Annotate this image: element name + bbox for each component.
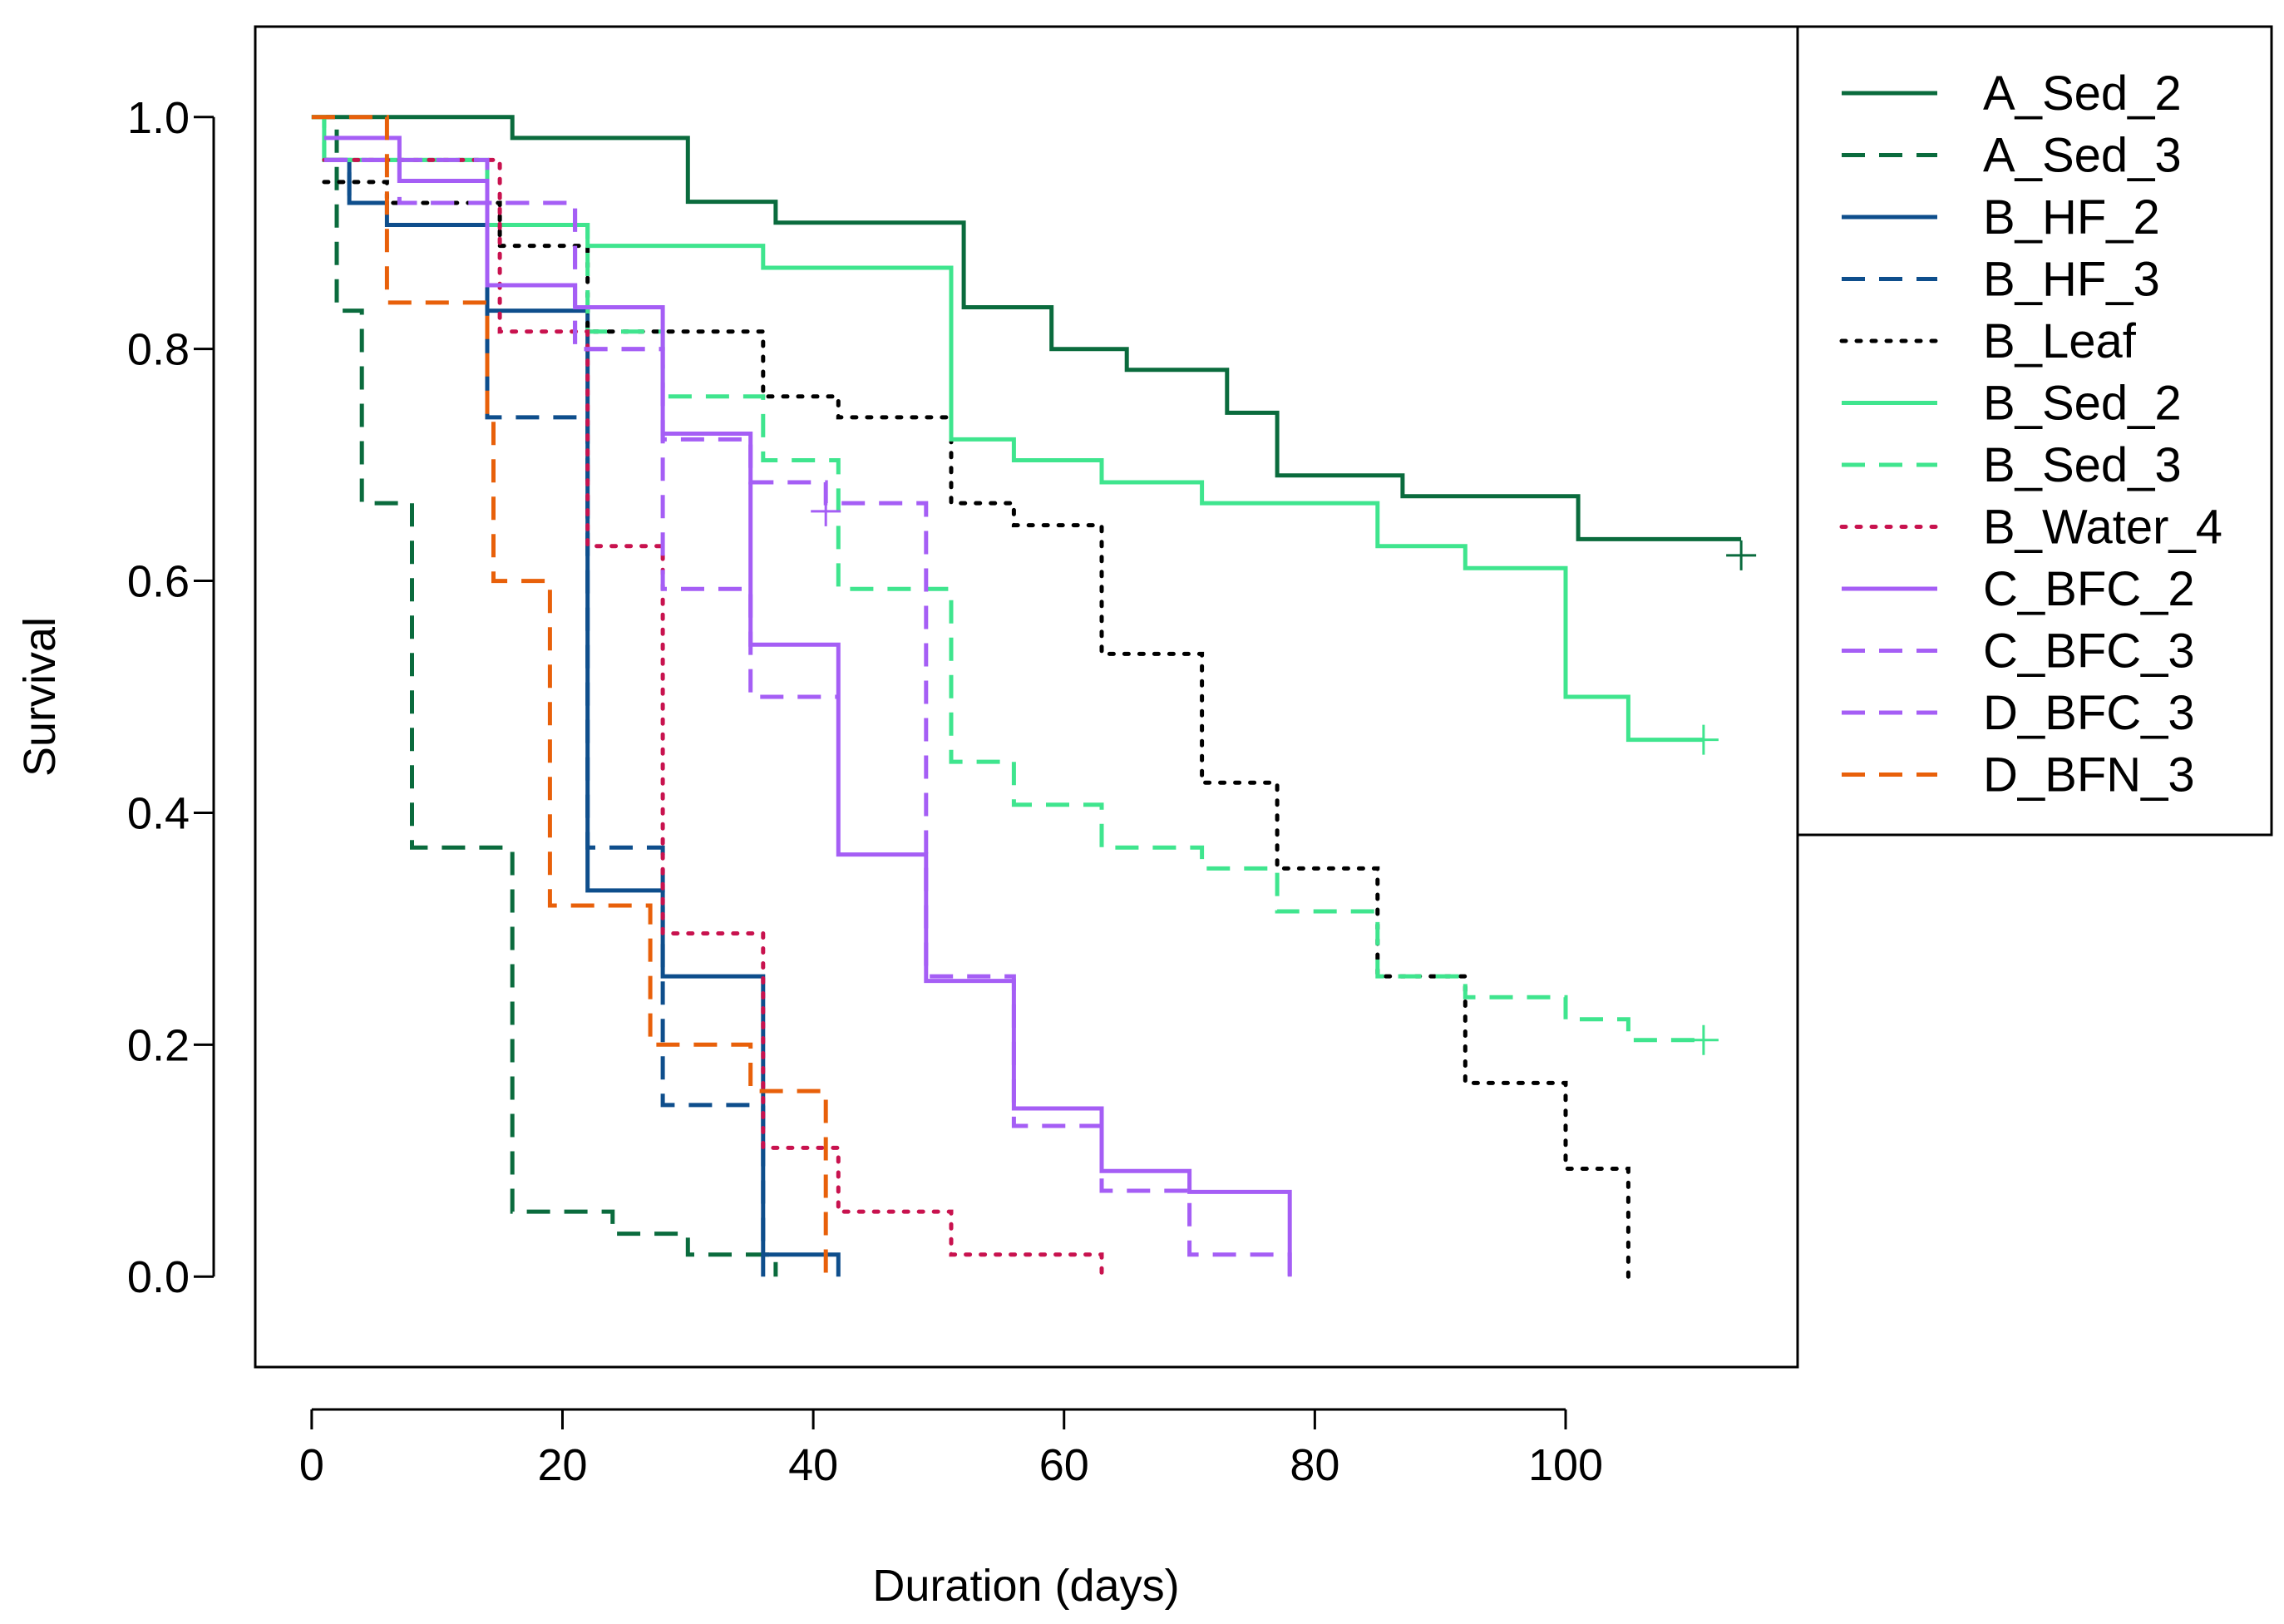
x-axis: 0 20 40 60 80 100 (299, 1408, 1603, 1490)
series-line-d-bfc-3 (323, 157, 1292, 1277)
x-tick-label: 100 (1528, 1440, 1603, 1490)
censor-mark (1688, 724, 1719, 755)
series-line-b-leaf (322, 180, 1630, 1279)
y-tick-label: 1.0 (127, 93, 190, 143)
series-line-c-bfc-2 (323, 136, 1292, 1277)
legend: A_Sed_2 A_Sed_3 B_HF_2 B_HF_3 B_Leaf B_Sed_2 B… (1796, 25, 2273, 837)
x-tick-label: 0 (299, 1440, 324, 1490)
legend-label: B_Sed_2 (1983, 377, 2182, 431)
x-axis-title: Duration (days) (872, 1561, 1179, 1611)
series-line-b-water-4 (322, 157, 1104, 1279)
y-tick-label: 0.0 (127, 1252, 190, 1302)
x-tick-label: 20 (537, 1440, 587, 1490)
legend-label: A_Sed_2 (1983, 67, 2182, 121)
y-axis: 0.0 0.2 0.4 0.6 0.8 1.0 (127, 93, 215, 1302)
legend-label: B_Leaf (1983, 314, 2137, 368)
legend-label: B_Water_4 (1983, 501, 2222, 555)
legend-label: A_Sed_3 (1983, 129, 2182, 183)
series-line-a-sed-3 (311, 115, 778, 1277)
censor-mark (1688, 1024, 1719, 1055)
legend-label: D_BFN_3 (1983, 748, 2195, 802)
legend-label: B_Sed_3 (1983, 438, 2182, 492)
series-line-b-sed-3 (311, 115, 1704, 1043)
series-layer (311, 115, 1757, 1279)
legend-label: B_HF_2 (1983, 190, 2160, 244)
series-line-d-bfn-3 (311, 115, 828, 1277)
x-tick-label: 60 (1039, 1440, 1089, 1490)
y-tick-label: 0.4 (127, 788, 190, 838)
censor-mark (1726, 540, 1757, 570)
legend-label: D_BFC_3 (1983, 686, 2195, 740)
x-tick-label: 40 (788, 1440, 838, 1490)
legend-label: C_BFC_2 (1983, 562, 2195, 616)
y-axis-title: Survival (15, 617, 65, 777)
legend-label: B_HF_3 (1983, 253, 2160, 307)
legend-box (1796, 25, 2273, 837)
y-tick-label: 0.8 (127, 325, 190, 375)
y-tick-label: 0.2 (127, 1020, 190, 1070)
legend-label: C_BFC_3 (1983, 624, 2195, 679)
series-line-a-sed-2 (311, 115, 1742, 541)
series-line-b-hf-3 (323, 157, 766, 1277)
y-tick-label: 0.6 (127, 557, 190, 607)
x-tick-label: 80 (1290, 1440, 1339, 1490)
series-line-c-bfc-3 (323, 157, 839, 699)
censor-mark (811, 496, 841, 526)
series-line-b-sed-2 (311, 115, 1704, 743)
